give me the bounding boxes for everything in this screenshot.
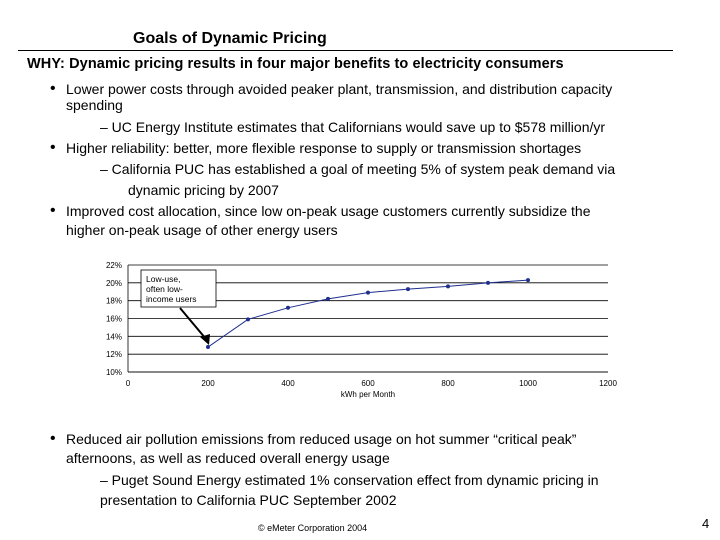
page-number: 4 xyxy=(702,516,710,531)
data-point xyxy=(406,287,410,292)
bullet-2-line-1: Higher reliability: better, more flexibl… xyxy=(66,140,582,156)
data-point xyxy=(486,280,490,285)
bullet-dot: • xyxy=(50,430,56,447)
x-axis-label: kWh per Month xyxy=(341,390,395,399)
bullet-4-line-2: afternoons, as well as reduced overall e… xyxy=(66,450,390,466)
bullet-3-line-1: Improved cost allocation, since low on-p… xyxy=(66,203,591,219)
title-underline: Goals of Dynamic Pricing xyxy=(18,28,673,51)
data-point xyxy=(366,290,370,295)
series-line xyxy=(207,279,529,348)
y-tick-label: 10% xyxy=(106,368,122,377)
sub-bullet-1: – UC Energy Institute estimates that Cal… xyxy=(100,119,606,135)
bullet-1-line-2: spending xyxy=(66,97,123,113)
x-tick-label: 0 xyxy=(126,379,131,388)
y-tick-label: 22% xyxy=(106,261,122,270)
y-tick-label: 18% xyxy=(106,297,122,306)
data-point xyxy=(246,317,250,322)
bullet-3-line-2: higher on-peak usage of other energy use… xyxy=(66,222,338,238)
bullet-4-line-1: Reduced air pollution emissions from red… xyxy=(66,431,577,447)
bullet-dot: • xyxy=(50,80,56,97)
x-tick-label: 1000 xyxy=(519,379,537,388)
sub-bullet-4-line-1: – Puget Sound Energy estimated 1% conser… xyxy=(100,472,599,488)
y-tick-label: 12% xyxy=(106,350,122,359)
bullet-dot: • xyxy=(50,139,56,156)
bullet-1-line-1: Lower power costs through avoided peaker… xyxy=(66,81,613,97)
x-tick-label: 600 xyxy=(361,379,375,388)
y-tick-label: 14% xyxy=(106,332,122,341)
why-statement: WHY: Dynamic pricing results in four maj… xyxy=(27,56,564,72)
y-tick-label: 20% xyxy=(106,279,122,288)
footer-copyright: © eMeter Corporation 2004 xyxy=(258,523,368,533)
x-tick-label: 1200 xyxy=(599,379,617,388)
annotation-text: Low-use, xyxy=(146,274,181,284)
data-point xyxy=(326,296,330,301)
x-tick-label: 200 xyxy=(201,379,215,388)
annotation-text: often low- xyxy=(146,284,183,294)
bullet-dot: • xyxy=(50,202,56,219)
x-tick-label: 800 xyxy=(441,379,455,388)
sub-bullet-2-line-1: – California PUC has established a goal … xyxy=(100,161,616,177)
annotation-text: income users xyxy=(146,294,197,304)
data-point xyxy=(446,284,450,289)
slide-title: Goals of Dynamic Pricing xyxy=(133,30,327,47)
x-tick-label: 400 xyxy=(281,379,295,388)
data-point xyxy=(526,278,530,283)
y-tick-label: 16% xyxy=(106,315,122,324)
data-point xyxy=(286,305,290,310)
data-point xyxy=(206,345,210,350)
sub-bullet-2-line-2: dynamic pricing by 2007 xyxy=(128,182,279,198)
annotation-arrowhead xyxy=(200,334,210,346)
annotation-arrow xyxy=(179,307,207,340)
sub-bullet-4-line-2: presentation to California PUC September… xyxy=(100,492,397,508)
annotation-box xyxy=(140,269,217,308)
